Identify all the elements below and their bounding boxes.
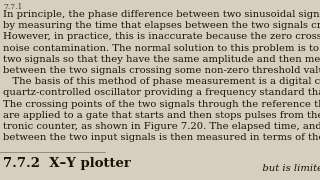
Text: In principle, the phase difference between two sinusoidal signals can be determi: In principle, the phase difference betwe… [3,10,320,142]
Text: but is limited to low: but is limited to low [3,164,320,173]
Text: 7.7.2  X–Y plotter: 7.7.2 X–Y plotter [3,157,131,170]
Text: 7.7.1: 7.7.1 [3,3,22,11]
